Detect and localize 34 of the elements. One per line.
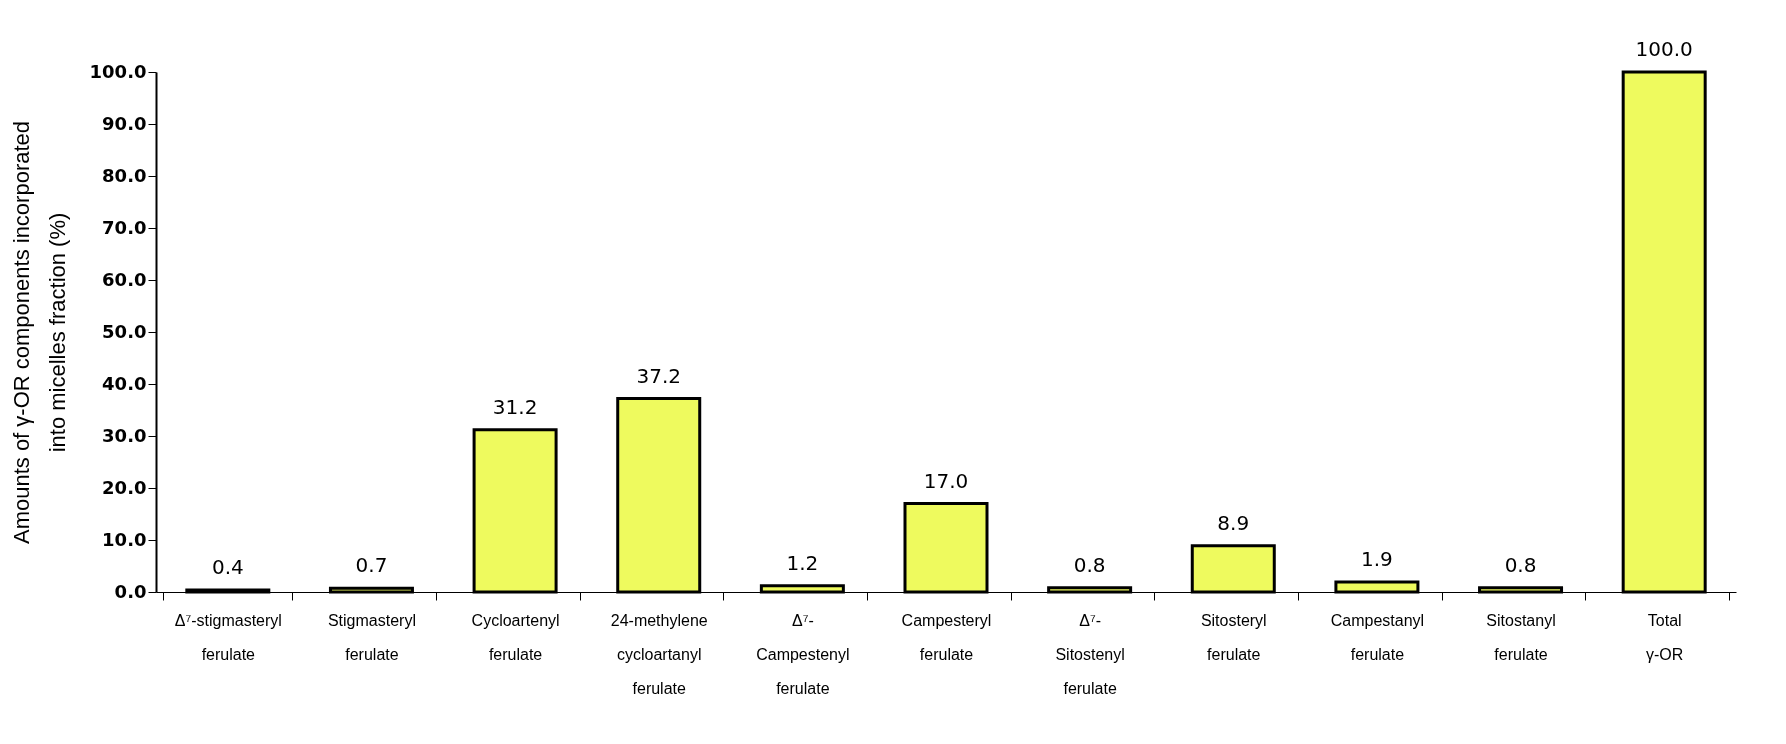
x-tick-label: Campestanyl ferulate <box>1330 611 1425 663</box>
y-axis-title: Amounts of γ-OR components incorporated into micelles fraction (%) <box>8 120 70 545</box>
y-tick-label: 0.0 <box>114 580 147 602</box>
y-tick-label: 60.0 <box>102 268 147 290</box>
x-tick-label: Δ⁷- Campestenyl ferulate <box>756 611 850 697</box>
x-tick-label: Δ⁷- Sitostenyl ferulate <box>1055 611 1125 697</box>
y-tick-label: 10.0 <box>102 528 147 550</box>
data-label: 1.9 <box>1361 547 1393 572</box>
data-label: 37.2 <box>636 363 681 388</box>
x-tick-label: Cycloartenyl ferulate <box>471 611 560 663</box>
data-label: 0.4 <box>211 554 244 579</box>
x-tick-label: Sitosteryl ferulate <box>1200 611 1267 663</box>
y-tick-label: 80.0 <box>102 164 147 186</box>
x-tick-label: Stigmasteryl ferulate <box>327 611 416 663</box>
data-label: 0.8 <box>1504 552 1537 577</box>
x-tick-label: Δ⁷-stigmasteryl ferulate <box>174 611 282 663</box>
y-tick-label: 40.0 <box>102 372 147 394</box>
x-tick-label: 24-methylene cycloartanyl ferulate <box>610 611 708 697</box>
y-tick-label: 20.0 <box>102 476 147 498</box>
y-tick-label: 100.0 <box>89 60 147 82</box>
data-label: 31.2 <box>492 394 538 419</box>
y-tick-label: 70.0 <box>102 216 147 238</box>
x-tick-label: Sitostanyl ferulate <box>1486 611 1556 663</box>
y-tick-label: 90.0 <box>102 112 147 134</box>
data-label: 100.0 <box>1635 37 1693 61</box>
y-tick-label: 30.0 <box>102 424 147 446</box>
x-tick-label: Total γ-OR <box>1646 611 1684 663</box>
x-tick-label: Campesteryl ferulate <box>901 611 992 663</box>
data-label: 0.8 <box>1073 552 1106 577</box>
y-tick-label: 50.0 <box>102 320 147 342</box>
data-label: 0.7 <box>355 553 388 578</box>
data-label: 8.9 <box>1217 510 1250 535</box>
data-label: 1.2 <box>786 550 819 575</box>
data-label: 17.0 <box>923 468 969 493</box>
